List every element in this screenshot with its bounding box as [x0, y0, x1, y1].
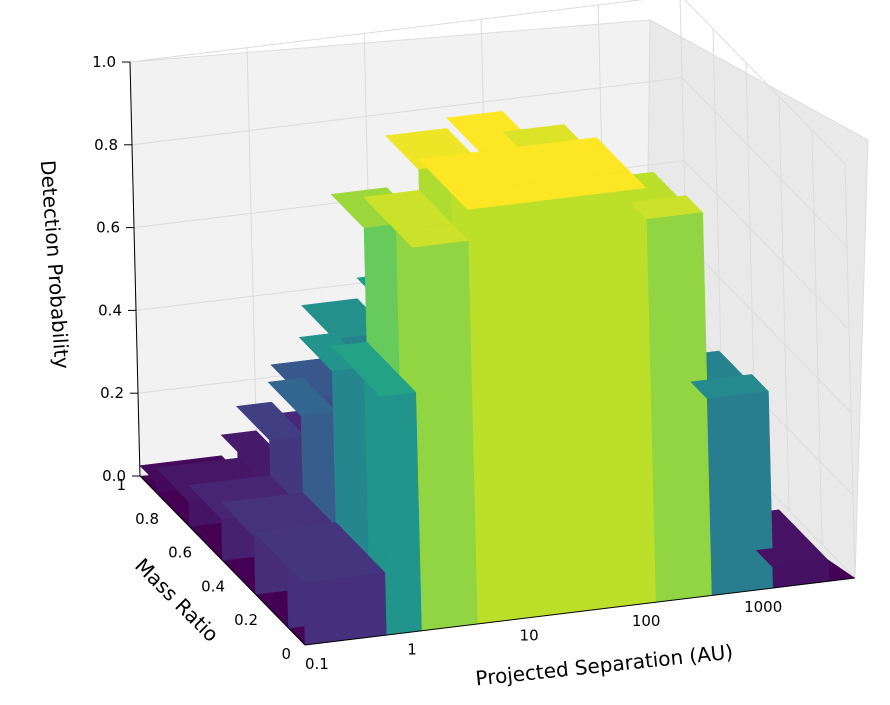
z-tick-label: 0.0 — [102, 467, 126, 485]
x-grid-line — [246, 47, 258, 462]
z-tick-label: 0.2 — [100, 384, 124, 402]
z-tick-label: 1.0 — [92, 53, 116, 71]
surface-front-cell — [646, 212, 713, 603]
y-axis-line — [139, 475, 306, 646]
axes — [129, 61, 856, 646]
x-tick-label: 100 — [632, 612, 661, 630]
surface-front-cell — [584, 187, 657, 610]
y-tick-label: 1 — [116, 476, 126, 494]
surface-front-cell — [528, 195, 596, 617]
tick-labels: 0.0 0.2 0.4 0.6 0.8 1.0 0 0.2 0.4 0.6 0.8 1 0.1 1 10 10… — [92, 53, 782, 673]
y-grid-line — [811, 130, 823, 545]
y-tick-label: 0.6 — [168, 544, 192, 562]
surface-front-cell — [303, 572, 388, 646]
surface-front-cell — [467, 202, 540, 625]
z-tick-label: 0.6 — [96, 219, 120, 237]
x-tick-label: 0.1 — [305, 655, 329, 673]
x-tick-label: 10 — [520, 626, 539, 644]
surface-front-cell — [380, 392, 423, 636]
x-axis-title: Projected Separation (AU) — [474, 640, 734, 691]
x-tick-label: 1 — [407, 641, 417, 659]
x-axis-line — [304, 577, 856, 646]
y-tick-label: 0 — [281, 645, 291, 663]
z-axis-line — [129, 61, 141, 477]
z-grid-line — [129, 0, 846, 165]
x-tick-label: 1000 — [744, 598, 782, 616]
y-tick-label: 0.8 — [135, 510, 159, 528]
y-grid-line — [778, 96, 790, 511]
y-axis-title: Mass Ratio — [130, 553, 223, 646]
surface — [139, 110, 830, 646]
y-tick-label: 0.4 — [201, 577, 225, 595]
surface-front-cell — [706, 391, 774, 596]
y-grid-line — [844, 163, 856, 579]
surface-front-cell — [412, 240, 479, 632]
y-tick-label: 0.2 — [234, 611, 258, 629]
z-tick-label: 0.4 — [98, 301, 122, 319]
z-tick-label: 0.8 — [94, 136, 118, 154]
z-axis-title: Detection Probability — [36, 159, 75, 370]
